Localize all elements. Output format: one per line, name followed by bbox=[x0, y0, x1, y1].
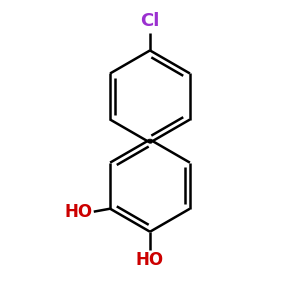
Text: HO: HO bbox=[64, 203, 92, 221]
Text: HO: HO bbox=[136, 251, 164, 269]
Text: Cl: Cl bbox=[140, 12, 160, 30]
